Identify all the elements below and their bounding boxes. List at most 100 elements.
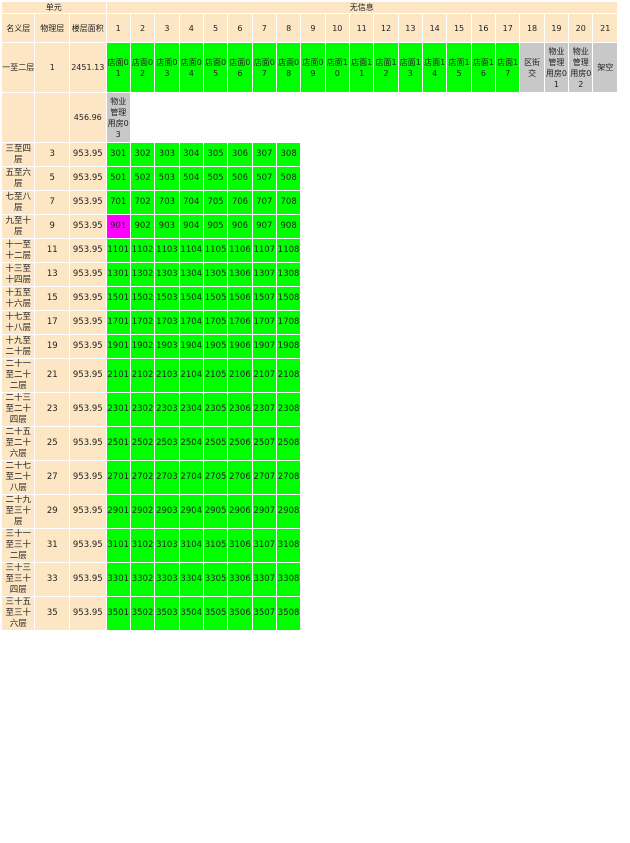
unit-cell: 1901 bbox=[106, 335, 130, 358]
unit-cell: 1303 bbox=[155, 263, 179, 286]
empty-cell bbox=[374, 393, 398, 426]
floor-area: 953.95 bbox=[69, 263, 106, 286]
unit-cell: 3102 bbox=[130, 529, 155, 562]
empty-cell bbox=[349, 563, 374, 596]
empty-cell bbox=[423, 427, 447, 460]
physical-floor: 1 bbox=[35, 43, 69, 92]
unit-cell: 2908 bbox=[276, 495, 301, 528]
unit-number: 8 bbox=[276, 14, 301, 42]
empty-cell bbox=[301, 93, 325, 142]
empty-cell bbox=[423, 263, 447, 286]
unit-cell: 店面17 bbox=[496, 43, 520, 92]
empty-cell bbox=[349, 495, 374, 528]
unit-cell: 1504 bbox=[179, 287, 203, 310]
table-row: 三至四层 3 953.95 301 302 303 304 305 306 307 308 bbox=[2, 143, 617, 166]
empty-cell bbox=[496, 287, 520, 310]
unit-cell: 2905 bbox=[203, 495, 228, 528]
physical-floor: 7 bbox=[35, 191, 69, 214]
unit-cell: 店面16 bbox=[471, 43, 496, 92]
empty-cell bbox=[544, 239, 569, 262]
unit-number: 14 bbox=[423, 14, 447, 42]
table-row: 456.96 物业管理用房03 bbox=[2, 93, 617, 142]
unit-cell: 3103 bbox=[155, 529, 179, 562]
empty-cell bbox=[471, 529, 496, 562]
floor-area: 953.95 bbox=[69, 597, 106, 630]
unit-cell: 2904 bbox=[179, 495, 203, 528]
empty-cell bbox=[374, 461, 398, 494]
floor-name: 二十一至二十二层 bbox=[2, 359, 35, 392]
unit-cell: 706 bbox=[228, 191, 252, 214]
unit-cell: 701 bbox=[106, 191, 130, 214]
unit-number: 3 bbox=[155, 14, 179, 42]
empty-cell bbox=[325, 287, 349, 310]
empty-cell bbox=[374, 359, 398, 392]
empty-cell bbox=[544, 529, 569, 562]
empty-cell bbox=[496, 93, 520, 142]
empty-cell bbox=[569, 191, 593, 214]
empty-cell bbox=[349, 311, 374, 334]
empty-cell bbox=[544, 427, 569, 460]
unit-cell: 2104 bbox=[179, 359, 203, 392]
unit-cell: 店面06 bbox=[228, 43, 252, 92]
unit-cell: 2301 bbox=[106, 393, 130, 426]
empty-cell bbox=[179, 93, 203, 142]
empty-cell bbox=[301, 427, 325, 460]
empty-cell bbox=[301, 263, 325, 286]
empty-cell bbox=[593, 393, 617, 426]
unit-cell: 1105 bbox=[203, 239, 228, 262]
empty-cell bbox=[447, 359, 471, 392]
floor-name: 十九至二十层 bbox=[2, 335, 35, 358]
empty-cell bbox=[544, 597, 569, 630]
empty-cell bbox=[301, 335, 325, 358]
empty-cell bbox=[593, 427, 617, 460]
empty-cell bbox=[423, 597, 447, 630]
empty-cell bbox=[544, 93, 569, 142]
empty-cell bbox=[349, 143, 374, 166]
empty-cell bbox=[569, 359, 593, 392]
floor-name: 二十五至二十六层 bbox=[2, 427, 35, 460]
unit-cell: 902 bbox=[130, 215, 155, 238]
unit-cell: 505 bbox=[203, 167, 228, 190]
unit-cell: 2902 bbox=[130, 495, 155, 528]
unit-cell: 物业管理用房01 bbox=[544, 43, 569, 92]
unit-cell: 物业管理用房03 bbox=[106, 93, 130, 142]
empty-cell bbox=[569, 563, 593, 596]
empty-cell bbox=[593, 239, 617, 262]
unit-cell: 307 bbox=[252, 143, 276, 166]
empty-cell bbox=[520, 167, 544, 190]
empty-cell bbox=[203, 93, 228, 142]
column-header: 名义层 bbox=[2, 14, 35, 42]
physical-floor: 31 bbox=[35, 529, 69, 562]
empty-cell bbox=[349, 359, 374, 392]
table-row: 十一至十二层 11 953.95 1101 1102 1103 1104 1105 1106 11… bbox=[2, 239, 617, 262]
unit-cell: 1503 bbox=[155, 287, 179, 310]
empty-cell bbox=[325, 191, 349, 214]
empty-cell bbox=[398, 239, 423, 262]
unit-cell: 2506 bbox=[228, 427, 252, 460]
unit-cell: 架空 bbox=[593, 43, 617, 92]
unit-cell: 2708 bbox=[276, 461, 301, 494]
empty-cell bbox=[520, 191, 544, 214]
unit-cell: 1704 bbox=[179, 311, 203, 334]
empty-cell bbox=[496, 563, 520, 596]
empty-cell bbox=[593, 359, 617, 392]
table-row: 七至八层 7 953.95 701 702 703 704 705 706 707 708 bbox=[2, 191, 617, 214]
empty-cell bbox=[349, 239, 374, 262]
empty-cell bbox=[423, 93, 447, 142]
empty-cell bbox=[325, 239, 349, 262]
empty-cell bbox=[520, 529, 544, 562]
unit-number: 20 bbox=[569, 14, 593, 42]
unit-cell: 3303 bbox=[155, 563, 179, 596]
unit-cell: 店面04 bbox=[179, 43, 203, 92]
empty-cell bbox=[471, 495, 496, 528]
empty-cell bbox=[471, 563, 496, 596]
floor-name: 二十三至二十四层 bbox=[2, 393, 35, 426]
empty-cell bbox=[520, 263, 544, 286]
unit-cell: 2504 bbox=[179, 427, 203, 460]
empty-cell bbox=[398, 93, 423, 142]
physical-floor: 21 bbox=[35, 359, 69, 392]
empty-cell bbox=[471, 335, 496, 358]
unit-cell: 2903 bbox=[155, 495, 179, 528]
floor-name: 十一至十二层 bbox=[2, 239, 35, 262]
table-row: 九至十层 9 953.95 901 902 903 904 905 906 907 908 bbox=[2, 215, 617, 238]
